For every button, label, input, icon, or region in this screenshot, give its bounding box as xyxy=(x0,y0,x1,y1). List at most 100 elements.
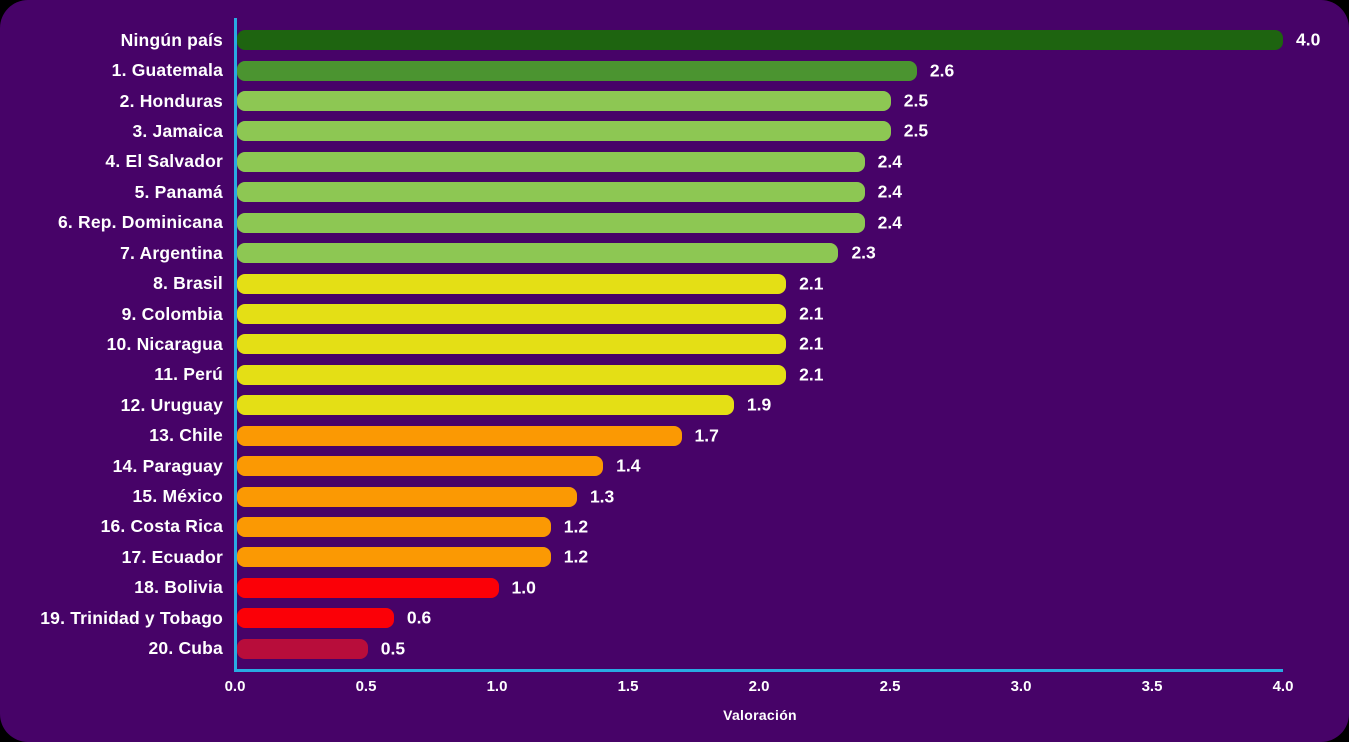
bar-track: 2.4 xyxy=(237,181,1283,203)
x-tick-label: 1.0 xyxy=(486,678,508,695)
bar-track: 2.4 xyxy=(237,151,1283,172)
value-label: 1.3 xyxy=(589,486,615,507)
category-label: 6. Rep. Dominicana xyxy=(57,212,223,233)
bar xyxy=(237,151,865,172)
value-label: 2.5 xyxy=(903,90,929,111)
category-label: 20. Cuba xyxy=(148,638,223,659)
bar-row: 4. El Salvador 2.4 xyxy=(0,147,1283,177)
bar-row: 7. Argentina 2.3 xyxy=(0,238,1283,268)
category-label: 17. Ecuador xyxy=(121,546,223,567)
bar-track: 1.0 xyxy=(237,577,1283,598)
bar-row: 5. Panamá 2.4 xyxy=(0,177,1283,207)
category-label: 16. Costa Rica xyxy=(100,516,223,537)
bar-track: 2.5 xyxy=(237,120,1283,142)
x-tick-label: 1.5 xyxy=(617,678,639,695)
bar-track: 2.3 xyxy=(237,242,1283,264)
bar xyxy=(237,486,577,507)
value-label: 1.2 xyxy=(563,516,589,537)
bar-row: 2. Honduras 2.5 xyxy=(0,86,1283,116)
bar-row: 18. Bolivia 1.0 xyxy=(0,573,1283,603)
bar-row: 12. Uruguay 1.9 xyxy=(0,390,1283,420)
y-axis-line xyxy=(234,18,237,672)
category-label: 18. Bolivia xyxy=(134,577,223,598)
bar-track: 0.5 xyxy=(237,638,1283,659)
bar xyxy=(237,456,604,477)
category-label: 7. Argentina xyxy=(120,242,223,263)
value-label: 2.5 xyxy=(903,120,929,141)
value-label: 2.4 xyxy=(877,181,902,202)
category-label: 2. Honduras xyxy=(119,90,223,111)
x-tick-label: 2.5 xyxy=(879,678,901,695)
category-label: Ningún país xyxy=(120,29,223,50)
value-label: 2.3 xyxy=(851,242,876,263)
bar-track: 2.1 xyxy=(237,364,1283,385)
bar-row: 3. Jamaica 2.5 xyxy=(0,116,1283,146)
bar-row: 16. Costa Rica 1.2 xyxy=(0,512,1283,542)
bar xyxy=(237,364,787,385)
x-axis-ticks: 0.0 0.5 1.0 1.5 2.0 2.5 3.0 3.5 4.0 xyxy=(225,678,1294,698)
bar xyxy=(237,334,787,355)
bar-row: 11. Perú 2.1 xyxy=(0,360,1283,390)
bar-row: 1. Guatemala 2.6 xyxy=(0,55,1283,85)
bar-track: 1.4 xyxy=(237,455,1283,477)
bar-track: 2.1 xyxy=(237,304,1283,324)
bar xyxy=(237,182,865,203)
bar-row: 20. Cuba 0.5 xyxy=(0,633,1283,663)
x-tick-label: 3.0 xyxy=(1010,678,1032,695)
category-label: 15. México xyxy=(132,486,223,507)
category-label: 10. Nicaragua xyxy=(106,333,223,354)
category-label: 4. El Salvador xyxy=(105,151,223,172)
bar-track: 4.0 xyxy=(237,30,1320,51)
bar-track: 1.3 xyxy=(237,486,1283,507)
value-label: 1.4 xyxy=(616,455,641,476)
category-label: 8. Brasil xyxy=(153,273,223,294)
x-axis-line xyxy=(234,669,1283,672)
bar xyxy=(237,60,917,81)
value-label: 1.2 xyxy=(563,546,589,567)
x-axis-label: Valoración xyxy=(723,707,797,723)
bar xyxy=(237,121,891,142)
category-label: 3. Jamaica xyxy=(132,120,223,141)
bar xyxy=(237,273,787,294)
value-label: 2.1 xyxy=(799,303,824,324)
category-label: 5. Panamá xyxy=(134,181,223,202)
category-label: 9. Colombia xyxy=(121,303,223,324)
bar-track: 2.5 xyxy=(237,90,1283,112)
bar-track: 2.1 xyxy=(237,333,1283,355)
bar xyxy=(237,304,787,324)
bar xyxy=(237,638,368,659)
category-label: 1. Guatemala xyxy=(111,60,223,81)
x-tick-label: 0.0 xyxy=(224,678,246,695)
bar xyxy=(237,608,394,629)
bar xyxy=(237,91,891,112)
category-label: 14. Paraguay xyxy=(112,455,223,476)
bar-track: 2.1 xyxy=(237,273,1283,294)
category-label: 12. Uruguay xyxy=(120,394,223,415)
value-label: 2.1 xyxy=(799,333,824,354)
category-label: 19. Trinidad y Tobago xyxy=(40,607,223,628)
bar-track: 2.6 xyxy=(237,60,1283,81)
bar xyxy=(237,395,734,416)
value-label: 2.4 xyxy=(877,212,902,233)
value-label: 0.6 xyxy=(406,607,432,628)
bar-track: 2.4 xyxy=(237,212,1283,233)
bar-track: 1.2 xyxy=(237,516,1283,537)
bar-track: 1.2 xyxy=(237,546,1283,568)
x-tick-label: 0.5 xyxy=(355,678,377,695)
bar xyxy=(237,516,551,537)
x-tick-label: 4.0 xyxy=(1272,678,1294,695)
bar-row: 6. Rep. Dominicana 2.4 xyxy=(0,208,1283,238)
bar-track: 0.6 xyxy=(237,607,1283,629)
value-label: 2.6 xyxy=(929,60,955,81)
bar-row: Ningún país 4.0 xyxy=(0,25,1320,55)
value-label: 2.1 xyxy=(799,273,824,294)
value-label: 1.9 xyxy=(746,394,772,415)
bar-row: 10. Nicaragua 2.1 xyxy=(0,329,1283,359)
bar-row: 9. Colombia 2.1 xyxy=(0,299,1283,329)
value-label: 1.7 xyxy=(694,425,719,446)
x-tick-label: 3.5 xyxy=(1141,678,1163,695)
value-label: 2.1 xyxy=(799,364,824,385)
bar-row: 15. México 1.3 xyxy=(0,481,1283,511)
bar-row: 14. Paraguay 1.4 xyxy=(0,451,1283,481)
